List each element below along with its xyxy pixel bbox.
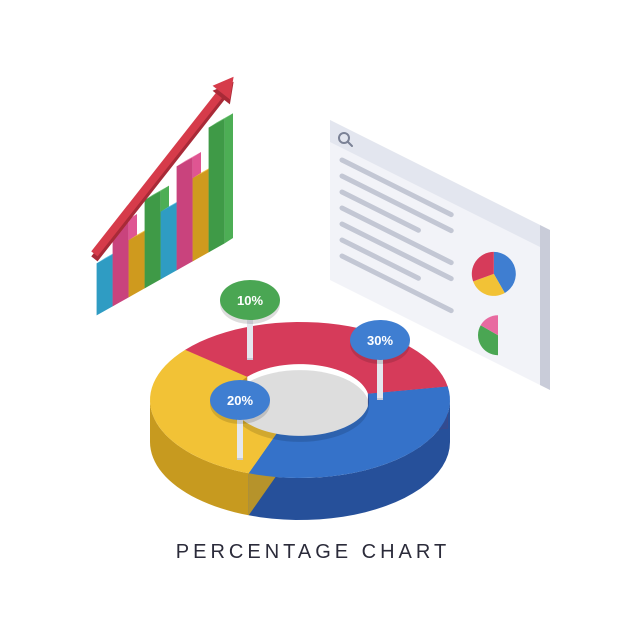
percentage-label: 10% bbox=[237, 293, 263, 308]
caption-text: PERCENTAGE CHART bbox=[0, 541, 626, 564]
infographic-scene: 10% 30% 20% bbox=[0, 0, 626, 626]
percentage-label: 20% bbox=[227, 393, 253, 408]
percentage-label: 30% bbox=[367, 333, 393, 348]
bar-chart-icon bbox=[91, 77, 233, 316]
